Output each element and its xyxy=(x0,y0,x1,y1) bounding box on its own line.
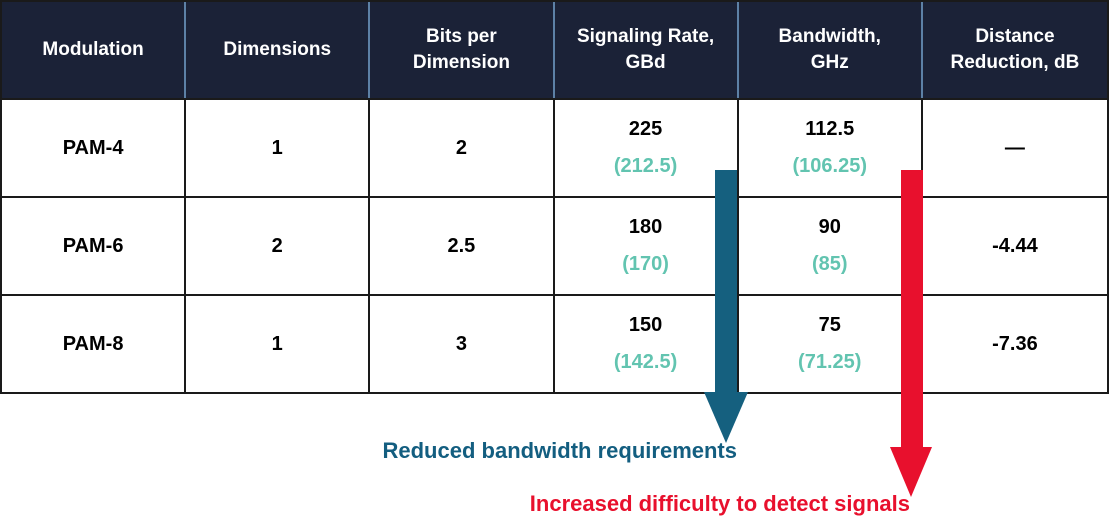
cell-modulation: PAM-8 xyxy=(2,294,187,392)
column-header-distance-reduction: Distance Reduction, dB xyxy=(923,2,1107,98)
primary-value: 225 xyxy=(628,118,663,140)
arrow-shaft xyxy=(715,170,737,392)
primary-value: 180 xyxy=(628,216,663,238)
parenthetical-value: (212.5) xyxy=(613,155,678,177)
cell-distance-reduction: -4.44 xyxy=(922,196,1107,294)
table-header-row: Modulation Dimensions Bits per Dimension… xyxy=(2,2,1107,98)
arrow-shaft xyxy=(901,170,923,447)
arrow-head xyxy=(890,447,932,497)
table-row-pam6: PAM-6 2 2.5 180 (170) 90 (85) -4.44 xyxy=(2,196,1107,294)
modulation-comparison-table: Modulation Dimensions Bits per Dimension… xyxy=(0,0,1109,394)
cell-bandwidth: 75 (71.25) xyxy=(738,294,923,392)
parenthetical-value: (85) xyxy=(811,253,848,275)
parenthetical-value: (142.5) xyxy=(613,351,678,373)
primary-value: 75 xyxy=(818,314,841,336)
cell-bandwidth: 90 (85) xyxy=(738,196,923,294)
cell-signaling-rate: 180 (170) xyxy=(554,196,739,294)
column-header-signaling-rate: Signaling Rate, GBd xyxy=(555,2,739,98)
cell-bandwidth: 112.5 (106.25) xyxy=(738,98,923,196)
header-label: Modulation xyxy=(42,39,144,61)
arrow-head xyxy=(704,392,748,443)
column-header-bandwidth: Bandwidth, GHz xyxy=(739,2,923,98)
column-header-bits-per-dimension: Bits per Dimension xyxy=(370,2,555,98)
table-row-pam8: PAM-8 1 3 150 (142.5) 75 (71.25) -7.36 xyxy=(2,294,1107,392)
cell-signaling-rate: 225 (212.5) xyxy=(554,98,739,196)
increased-difficulty-caption: Increased difficulty to detect signals xyxy=(529,491,910,516)
table-row-pam4: PAM-4 1 2 225 (212.5) 112.5 (106.25) — xyxy=(2,98,1107,196)
header-label: Signaling Rate, xyxy=(576,26,715,48)
cell-bits-per-dimension: 2 xyxy=(370,98,555,196)
header-label: Dimensions xyxy=(223,39,332,61)
reduced-bandwidth-caption: Reduced bandwidth requirements xyxy=(382,438,738,463)
cell-dimensions: 1 xyxy=(186,98,371,196)
primary-value: 150 xyxy=(628,314,663,336)
cell-dimensions: 2 xyxy=(186,196,371,294)
cell-distance-reduction: -7.36 xyxy=(922,294,1107,392)
parenthetical-value: (106.25) xyxy=(792,155,867,177)
header-label: GBd xyxy=(625,52,666,73)
column-header-modulation: Modulation xyxy=(2,2,187,98)
header-label: Distance xyxy=(975,26,1055,48)
cell-bits-per-dimension: 2.5 xyxy=(370,196,555,294)
cell-modulation: PAM-6 xyxy=(2,196,187,294)
header-label: Bits per xyxy=(426,26,497,48)
parenthetical-value: (71.25) xyxy=(798,351,862,373)
primary-value: 112.5 xyxy=(805,118,855,140)
cell-bits-per-dimension: 3 xyxy=(370,294,555,392)
cell-dimensions: 1 xyxy=(186,294,371,392)
column-header-dimensions: Dimensions xyxy=(186,2,371,98)
header-label: GHz xyxy=(810,52,849,73)
cell-modulation: PAM-4 xyxy=(2,98,187,196)
header-label: Bandwidth, xyxy=(778,26,881,48)
cell-signaling-rate: 150 (142.5) xyxy=(554,294,739,392)
cell-distance-reduction: — xyxy=(922,98,1107,196)
header-label: Dimension xyxy=(412,52,510,73)
parenthetical-value: (170) xyxy=(622,253,669,275)
header-label: Reduction, dB xyxy=(950,52,1080,73)
primary-value: 90 xyxy=(818,216,841,238)
